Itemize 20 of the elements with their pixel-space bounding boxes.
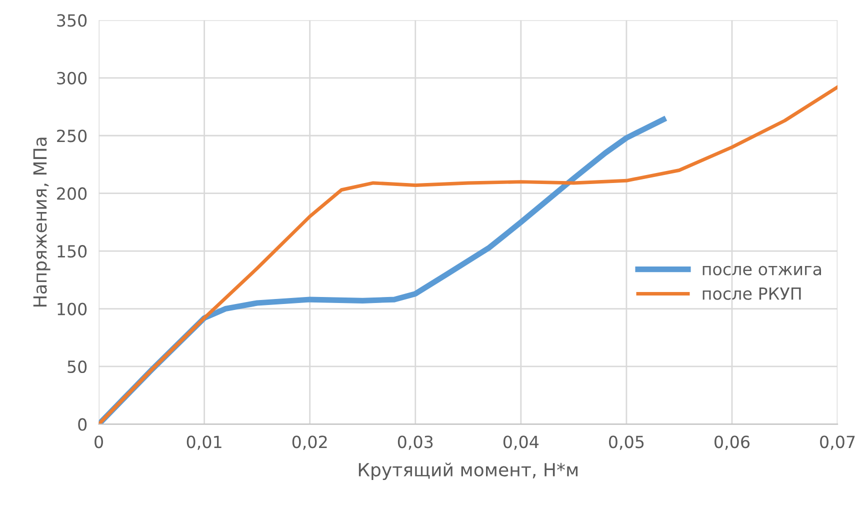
x-tick-label: 0,01 — [186, 436, 222, 450]
x-axis-title: Крутящий момент, Н*м — [358, 462, 578, 480]
y-axis-title: Напряжения, МПа — [33, 138, 50, 307]
y-tick-label: 250 — [57, 130, 87, 142]
x-tick-label: 0,07 — [820, 436, 855, 450]
x-tick-label: 0,06 — [714, 436, 750, 450]
legend-label: после РКУП — [702, 287, 801, 300]
x-tick-label: 0,04 — [503, 436, 539, 450]
y-tick-label: 300 — [57, 72, 87, 84]
y-tick-label: 350 — [57, 14, 87, 27]
y-tick-label: 50 — [68, 360, 87, 374]
legend-label: после отжига — [702, 266, 822, 276]
x-tick-label: 0 — [94, 436, 103, 448]
y-tick-label: 200 — [57, 187, 87, 200]
y-tick-label: 150 — [58, 245, 87, 258]
x-tick-label: 0,05 — [609, 436, 644, 450]
x-tick-label: 0,03 — [398, 436, 433, 450]
x-tick-label: 0,02 — [292, 436, 327, 450]
y-tick-label: 100 — [58, 302, 87, 316]
y-tick-label: 0 — [78, 418, 87, 431]
